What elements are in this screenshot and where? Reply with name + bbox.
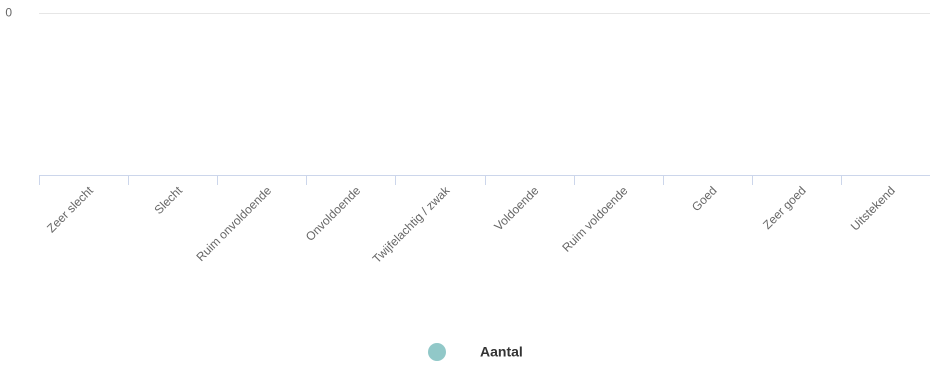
- x-tick-label: Zeer goed: [760, 183, 809, 232]
- x-tick-label: Goed: [689, 183, 720, 214]
- legend-marker: [428, 343, 446, 361]
- x-tick-label: Uitstekend: [848, 183, 898, 233]
- x-tick-label: Ruim onvoldoende: [193, 183, 274, 264]
- x-tick-label: Slecht: [152, 183, 186, 217]
- y-tick-label: 0: [5, 6, 12, 20]
- legend-label: Aantal: [480, 344, 523, 360]
- x-tick-label: Voldoende: [491, 183, 541, 233]
- x-tick-label: Onvoldoende: [303, 183, 364, 244]
- x-tick-label: Ruim voldoende: [559, 183, 630, 254]
- x-tick-label: Zeer slecht: [44, 183, 96, 235]
- x-tick-label: Twijfelachtig / zwak: [370, 183, 453, 266]
